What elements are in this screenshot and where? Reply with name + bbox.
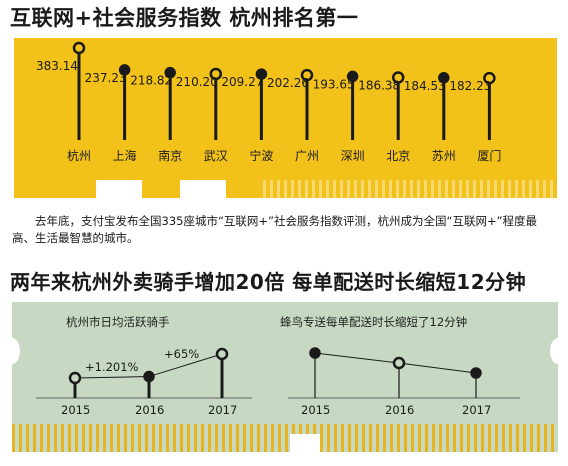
bar-marker-filled: [438, 72, 450, 84]
bar-value-label: 210.20: [176, 75, 218, 89]
bar-value-label: 237.23: [85, 71, 127, 85]
bar-marker-filled: [118, 64, 131, 76]
bar-marker-filled: [164, 66, 176, 79]
point-marker-filled: [309, 347, 321, 359]
x-tick-label: 2016: [385, 403, 414, 417]
category-label: 苏州: [432, 149, 456, 163]
point-marker-open: [215, 347, 229, 361]
bar-value-label: 202.26: [267, 76, 309, 90]
bar-value-label: 193.65: [313, 77, 355, 91]
category-label: 北京: [386, 149, 410, 163]
category-label: 上海: [113, 148, 137, 163]
panel-cutout: [290, 434, 320, 452]
bar-value-label: 218.82: [130, 74, 172, 88]
yellow-chart-panel: [14, 38, 557, 198]
bar-value-label: 186.38: [358, 79, 400, 93]
bar-value-label: 182.23: [449, 79, 491, 93]
bar-marker-filled: [346, 70, 359, 83]
bar-value-label: 184.53: [404, 79, 446, 93]
decorative-stripes: [12, 424, 558, 452]
bar-marker-open: [483, 71, 496, 85]
x-tick-label: 2017: [462, 403, 491, 417]
growth-annotation: +1.201%: [85, 360, 139, 374]
point-marker-filled: [143, 370, 155, 383]
bar-marker-open: [391, 71, 405, 84]
bar-value-label: 209.27: [221, 75, 263, 89]
point-marker-filled: [470, 367, 482, 379]
bar-value-label: 383.14: [36, 59, 78, 73]
category-label: 杭州: [67, 148, 91, 163]
decorative-stripes: [263, 180, 557, 198]
delivery-chart-subtitle: 蜂鸟专送每单配送时长缩短了12分钟: [280, 315, 468, 329]
chart1-title: 互联网+社会服务指数 杭州排名第一: [10, 6, 359, 30]
x-tick-label: 2015: [301, 403, 330, 417]
bar-marker-open: [300, 68, 314, 82]
growth-annotation: +65%: [164, 347, 199, 361]
category-label: 武汉: [204, 149, 228, 163]
x-tick-label: 2017: [208, 403, 237, 417]
category-label: 广州: [295, 149, 319, 163]
chart2-title: 两年来杭州外卖骑手增加20倍 每单配送时长缩短12分钟: [10, 270, 527, 294]
bar-marker-filled: [255, 68, 268, 80]
category-label: 南京: [158, 148, 182, 163]
panel-cutout: [180, 180, 226, 198]
category-label: 深圳: [341, 149, 365, 163]
category-label: 厦门: [477, 148, 501, 163]
point-marker-open: [68, 371, 82, 385]
panel-cutout: [96, 180, 142, 198]
caption-text: 去年底，支付宝发布全国335座城市“互联网+”社会服务指数评测，杭州成为全国“互…: [12, 214, 538, 245]
bar-marker-open: [72, 41, 86, 55]
panel-notch-left: [4, 338, 20, 364]
point-marker-open: [392, 356, 406, 370]
bar-marker-open: [209, 67, 223, 81]
x-tick-label: 2015: [61, 403, 90, 417]
riders-chart-subtitle: 杭州市日均活跃骑手: [66, 315, 170, 329]
category-label: 宁波: [249, 148, 273, 163]
panel-notch-right: [550, 338, 566, 364]
x-tick-label: 2016: [135, 403, 164, 417]
